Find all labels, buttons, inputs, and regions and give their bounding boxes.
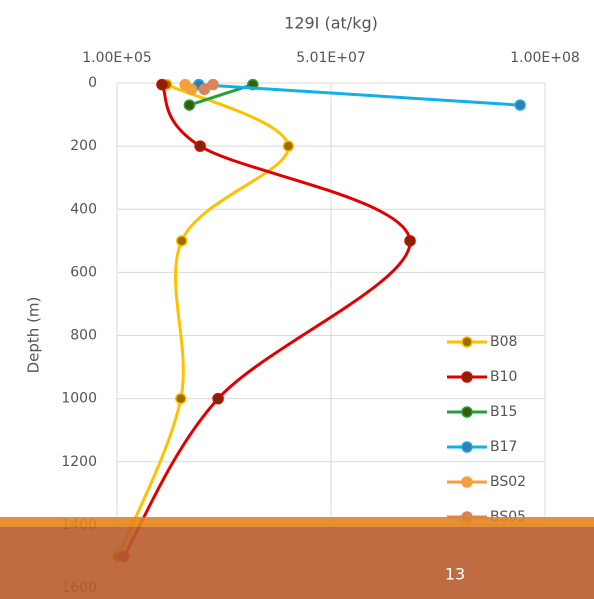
x-tick-label: 1.00E+05 (82, 50, 152, 66)
legend-marker (461, 441, 473, 453)
data-point (207, 78, 219, 91)
y-tick-label: 1200 (61, 454, 97, 470)
data-point (175, 392, 187, 405)
series-line (116, 83, 290, 557)
legend-marker (461, 406, 473, 418)
footer-stripe (0, 517, 594, 527)
legend-label: BS02 (490, 474, 526, 490)
x-tick-label: 5.01E+07 (296, 50, 366, 66)
footer-band (0, 527, 594, 599)
data-point (156, 78, 168, 91)
legend-marker (461, 476, 473, 488)
legend-marker (461, 371, 473, 383)
data-point (175, 235, 188, 247)
y-tick-label: 0 (88, 75, 97, 91)
x-tick-label: 1.00E+08 (510, 50, 580, 66)
slide-number: 13 (445, 565, 465, 584)
y-axis-label: Depth (m) (25, 297, 43, 374)
series-line (122, 83, 412, 558)
y-tick-label: 400 (70, 201, 97, 217)
legend-label: B08 (490, 334, 517, 350)
legend-label: B17 (490, 439, 517, 455)
legend-label: B15 (490, 404, 517, 420)
data-point (198, 83, 211, 96)
y-tick-label: 1000 (61, 391, 97, 407)
data-point (183, 99, 196, 111)
y-tick-label: 800 (70, 328, 97, 344)
data-point (212, 392, 224, 405)
data-point (194, 140, 206, 152)
y-tick-label: 200 (70, 138, 97, 154)
data-point (514, 99, 526, 111)
legend-marker (461, 336, 473, 348)
chart-title: 129I (at/kg) (284, 14, 378, 33)
series-line (198, 83, 521, 107)
data-point (282, 140, 295, 152)
data-point (404, 235, 416, 247)
y-tick-label: 600 (70, 264, 97, 280)
data-point (185, 83, 198, 96)
legend-label: B10 (490, 369, 517, 385)
